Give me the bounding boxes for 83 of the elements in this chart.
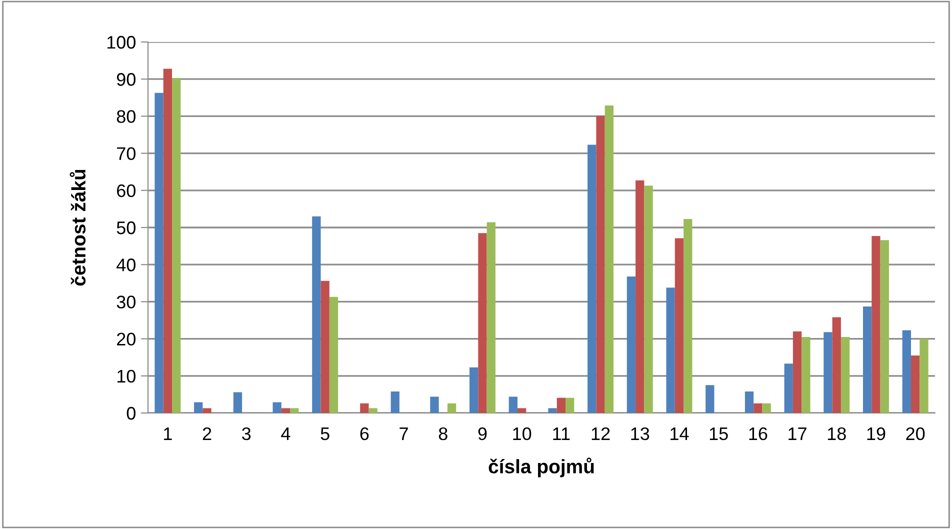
bar <box>792 331 802 413</box>
bar <box>872 236 880 413</box>
x-tick-label: 12 <box>592 427 610 440</box>
bar <box>478 233 487 413</box>
bar <box>469 367 478 413</box>
bar <box>517 408 526 413</box>
bar <box>784 364 793 413</box>
bar <box>674 238 684 413</box>
bar <box>272 402 282 413</box>
bar <box>163 68 172 413</box>
x-tick-label: 19 <box>867 427 886 440</box>
bar <box>754 403 762 413</box>
bar <box>320 280 330 413</box>
y-axis-title: četnost žáků <box>70 170 86 286</box>
y-tick-label: 0 <box>126 406 136 420</box>
y-tick-label: 10 <box>117 370 136 383</box>
x-tick-label: 15 <box>710 428 728 440</box>
bar <box>840 336 850 413</box>
x-tick-label: 17 <box>788 428 806 440</box>
bar <box>430 396 439 413</box>
x-tick-label: 5 <box>320 428 330 440</box>
bar <box>233 392 242 413</box>
bar <box>706 385 714 413</box>
y-tick-label: 40 <box>116 258 136 272</box>
y-tick-label: 80 <box>116 110 136 123</box>
bar <box>486 222 496 413</box>
x-tick-label: 4 <box>281 428 290 440</box>
x-tick-label: 16 <box>749 427 768 440</box>
bar <box>832 317 841 413</box>
bar <box>447 403 456 413</box>
bar <box>312 216 321 413</box>
bar <box>636 180 644 413</box>
bar <box>368 408 378 413</box>
bar <box>802 336 810 413</box>
y-tick-label: 60 <box>117 184 136 198</box>
bar <box>824 332 832 413</box>
bar <box>508 396 518 413</box>
bar <box>762 403 771 413</box>
bar <box>290 408 299 413</box>
bar <box>194 402 203 413</box>
bar <box>281 408 290 413</box>
x-tick-label: 8 <box>438 427 448 440</box>
x-axis-title: čísla pojmů <box>488 458 594 478</box>
x-tick-label: 3 <box>242 427 251 440</box>
bar <box>920 338 928 413</box>
x-tick-label: 13 <box>631 427 650 440</box>
y-tick-label: 50 <box>116 221 136 234</box>
y-tick-label: 20 <box>117 332 136 346</box>
y-tick-label: 90 <box>116 73 136 86</box>
x-tick-label: 14 <box>670 428 689 440</box>
bar <box>556 398 566 413</box>
bar <box>604 105 614 413</box>
bar <box>329 296 338 413</box>
bar <box>880 240 889 413</box>
bar <box>626 276 636 413</box>
bar <box>172 78 181 413</box>
bar <box>902 330 911 413</box>
bar <box>666 288 675 413</box>
y-tick-label: 100 <box>107 36 136 49</box>
bar <box>566 398 574 413</box>
x-tick-label: 6 <box>360 427 369 440</box>
x-tick-label: 11 <box>553 428 570 440</box>
bar <box>548 408 557 413</box>
bar <box>360 403 369 413</box>
bar <box>154 92 164 413</box>
bar <box>862 306 872 413</box>
x-tick-label: 1 <box>164 428 172 440</box>
x-tick-label: 20 <box>906 427 925 440</box>
y-tick-label: 30 <box>116 296 136 308</box>
bar <box>596 116 605 413</box>
bar <box>390 391 400 413</box>
bar <box>588 144 596 413</box>
bar <box>744 391 754 413</box>
bar <box>684 218 692 413</box>
x-tick-label: 10 <box>513 427 532 440</box>
bar <box>910 355 920 413</box>
bar <box>202 408 212 413</box>
x-tick-label: 9 <box>478 427 487 440</box>
x-tick-label: 7 <box>400 428 408 440</box>
y-tick-label: 70 <box>117 147 136 160</box>
x-tick-label: 18 <box>828 427 846 440</box>
bar <box>644 186 653 413</box>
x-tick-label: 2 <box>202 427 212 440</box>
